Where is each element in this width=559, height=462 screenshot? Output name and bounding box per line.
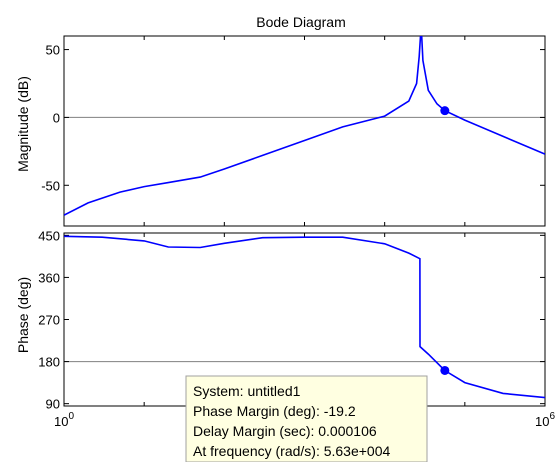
x-tick-label: 106 xyxy=(535,411,555,429)
datatip-line-frequency: At frequency (rad/s): 5.63e+004 xyxy=(193,443,390,459)
phase-margin-marker xyxy=(440,365,450,375)
magnitude-margin-marker xyxy=(440,106,450,116)
magnitude-y-tick-label: -50 xyxy=(41,178,60,193)
x-tick-labels: 100 106 xyxy=(54,411,555,429)
phase-y-tick-label: 90 xyxy=(46,397,60,412)
magnitude-series-line xyxy=(64,36,545,216)
phase-y-tick-label: 450 xyxy=(38,228,60,243)
phase-y-tick-label: 180 xyxy=(38,355,60,370)
magnitude-axis-label: Magnitude (dB) xyxy=(15,76,31,172)
magnitude-y-tick-label: 50 xyxy=(46,43,60,58)
magnitude-plot-box xyxy=(63,35,546,227)
datatip[interactable]: System: untitled1 Phase Margin (deg): -1… xyxy=(185,375,428,462)
magnitude-y-tick-label: 0 xyxy=(53,110,60,125)
datatip-line-system: System: untitled1 xyxy=(193,383,301,399)
datatip-line-phase-margin: Phase Margin (deg): -19.2 xyxy=(193,403,356,419)
phase-y-tick-label: 270 xyxy=(38,313,60,328)
phase-axis-label: Phase (deg) xyxy=(15,277,31,353)
datatip-box xyxy=(185,375,428,462)
datatip-line-delay-margin: Delay Margin (sec): 0.000106 xyxy=(193,423,377,439)
chart-title: Bode Diagram xyxy=(256,14,346,30)
x-tick-label: 100 xyxy=(54,411,74,429)
magnitude-axes: 50 0 -50 xyxy=(41,35,546,227)
phase-y-tick-label: 360 xyxy=(38,270,60,285)
